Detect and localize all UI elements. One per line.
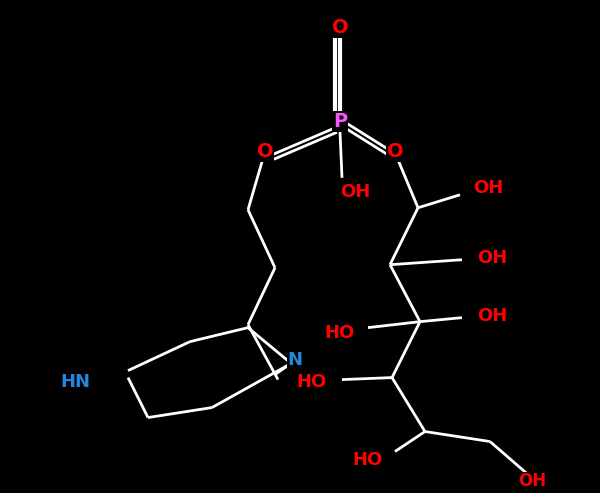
Text: HO: HO	[297, 373, 327, 390]
Text: O: O	[386, 142, 403, 161]
Text: P: P	[333, 112, 347, 131]
Text: OH: OH	[518, 472, 546, 491]
Text: O: O	[332, 18, 349, 37]
Text: O: O	[257, 142, 274, 161]
Text: OH: OH	[473, 179, 503, 197]
Text: OH: OH	[477, 307, 507, 325]
Text: N: N	[287, 351, 302, 369]
Text: HO: HO	[325, 323, 355, 342]
Text: HO: HO	[353, 451, 383, 468]
Text: OH: OH	[340, 183, 370, 201]
Text: OH: OH	[477, 249, 507, 267]
Text: HN: HN	[60, 373, 90, 390]
